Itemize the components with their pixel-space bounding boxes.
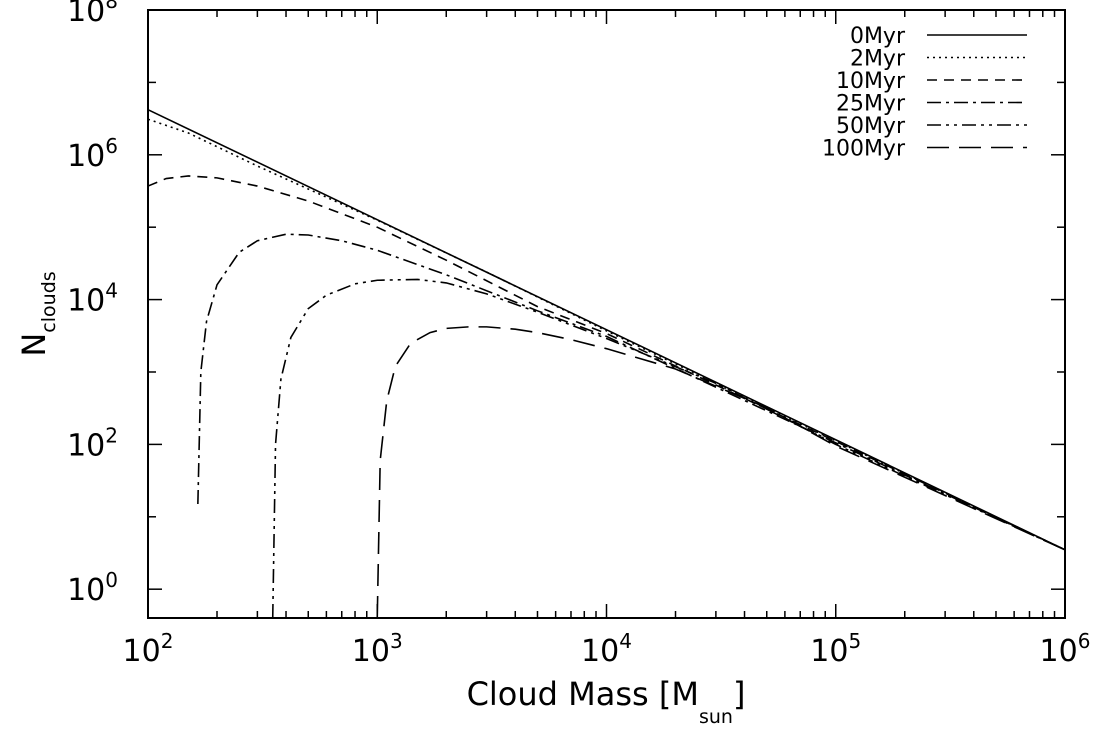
y-tick-label-base: 10: [67, 573, 105, 608]
x-tick-label: 105: [810, 629, 861, 669]
legend-label: 100Myr: [822, 137, 906, 162]
x-tick-label-exp: 6: [1078, 629, 1091, 653]
series-line-3: [197, 233, 1066, 551]
y-tick-label-exp: 2: [105, 423, 118, 447]
x-tick-label-exp: 3: [390, 629, 403, 653]
y-tick-label: 100: [67, 568, 118, 608]
legend-label: 10Myr: [836, 69, 906, 94]
series-line-1: [147, 118, 1066, 551]
x-axis-title: Cloud Mass [Msun]: [467, 675, 746, 728]
y-tick-label: 108: [67, 0, 118, 29]
tick-layer: [147, 9, 1066, 618]
y-tick-label-exp: 4: [105, 279, 118, 303]
x-axis-title-main: Cloud Mass [M: [467, 675, 699, 713]
x-tick-label-exp: 2: [161, 629, 174, 653]
x-tick-label-exp: 5: [848, 629, 861, 653]
x-tick-label: 103: [352, 629, 403, 669]
y-axis-title-main: N: [15, 333, 53, 357]
x-tick-label-base: 10: [581, 634, 619, 669]
x-tick-label-base: 10: [123, 634, 161, 669]
y-tick-label-exp: 0: [105, 568, 118, 592]
x-tick-label-base: 10: [1040, 634, 1078, 669]
x-tick-label-base: 10: [352, 634, 390, 669]
y-axis-title-sub: clouds: [38, 271, 60, 332]
series-line-2: [147, 175, 1066, 551]
x-tick-label: 102: [123, 629, 174, 669]
y-tick-label-base: 10: [67, 428, 105, 463]
x-axis-title-sub: sun: [699, 706, 733, 728]
x-tick-label-base: 10: [810, 634, 848, 669]
y-tick-label: 102: [67, 423, 118, 463]
x-tick-label: 104: [581, 629, 632, 669]
y-tick-label-exp: 6: [105, 134, 118, 158]
x-tick-label-exp: 4: [619, 629, 632, 653]
plot-frame: [147, 9, 1066, 619]
y-tick-label-exp: 8: [105, 0, 118, 13]
legend-label: 2Myr: [850, 47, 906, 72]
series-line-0: [147, 108, 1066, 551]
series-line-4: [271, 278, 1066, 619]
x-tick-label: 106: [1040, 629, 1091, 669]
y-tick-label-base: 10: [67, 139, 105, 174]
y-axis-title: Nclouds: [15, 271, 60, 356]
legend-label: 0Myr: [850, 24, 906, 49]
y-tick-label: 104: [67, 279, 118, 319]
series-layer: [147, 108, 1066, 619]
legend-label: 50Myr: [836, 114, 906, 139]
legend-label: 25Myr: [836, 92, 906, 117]
x-axis-title-close: ]: [733, 675, 745, 713]
y-tick-label: 106: [67, 134, 118, 174]
y-tick-label-base: 10: [67, 284, 105, 319]
series-line-5: [376, 326, 1066, 619]
y-tick-label-base: 10: [67, 0, 105, 29]
